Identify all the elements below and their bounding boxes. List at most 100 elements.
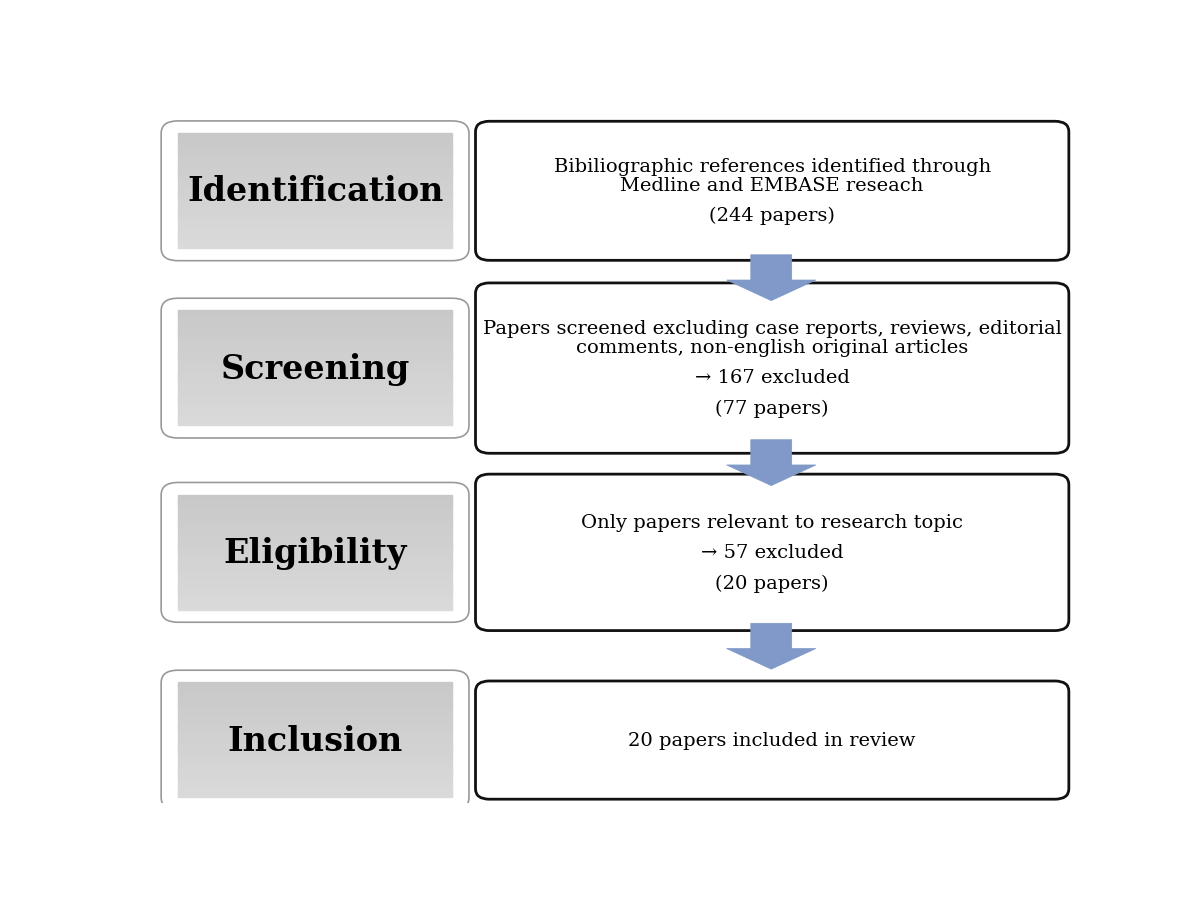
Bar (178, 584, 452, 587)
Bar (178, 374, 452, 376)
Bar (178, 550, 452, 553)
Bar (178, 531, 452, 534)
Bar (178, 524, 452, 526)
Bar (178, 537, 452, 539)
Bar (178, 222, 452, 224)
Bar (178, 509, 452, 511)
Bar (178, 198, 452, 201)
Text: Bibiliographic references identified through: Bibiliographic references identified thr… (553, 158, 991, 176)
Bar (178, 138, 452, 140)
Text: Medline and EMBASE reseach: Medline and EMBASE reseach (620, 177, 924, 194)
Bar (178, 767, 452, 769)
Bar (178, 237, 452, 239)
Bar (178, 514, 452, 517)
Bar (178, 507, 452, 509)
Bar (178, 231, 452, 234)
Bar (178, 522, 452, 524)
Bar (178, 529, 452, 532)
Text: → 57 excluded: → 57 excluded (701, 544, 844, 562)
Bar (178, 152, 452, 153)
Polygon shape (727, 623, 816, 669)
Bar (178, 373, 452, 374)
Bar (178, 748, 452, 750)
Bar (178, 412, 452, 415)
Bar (178, 558, 452, 560)
Bar (178, 382, 452, 384)
Bar (178, 694, 452, 696)
Bar (178, 560, 452, 562)
Bar (178, 410, 452, 412)
Bar (178, 787, 452, 790)
Bar (178, 349, 452, 352)
Bar (178, 539, 452, 541)
Bar (178, 528, 452, 529)
Bar (178, 712, 452, 713)
Bar (178, 399, 452, 401)
Bar (178, 244, 452, 247)
Bar (178, 501, 452, 503)
Bar (178, 162, 452, 165)
Bar (178, 405, 452, 407)
Text: 20 papers included in review: 20 papers included in review (629, 732, 916, 750)
Bar (178, 557, 452, 558)
Bar (178, 602, 452, 604)
Bar (178, 340, 452, 342)
Bar (178, 761, 452, 763)
Polygon shape (727, 255, 816, 301)
Bar (178, 320, 452, 323)
Bar (178, 751, 452, 754)
Bar (178, 193, 452, 196)
Bar (178, 746, 452, 748)
Bar (178, 717, 452, 719)
Bar (178, 690, 452, 693)
Bar (178, 583, 452, 585)
Bar (178, 704, 452, 706)
Bar (178, 562, 452, 565)
Bar (178, 186, 452, 188)
Bar (178, 323, 452, 325)
Bar (178, 157, 452, 159)
Bar (178, 195, 452, 198)
Bar (178, 197, 452, 199)
Bar (178, 744, 452, 746)
Bar (178, 344, 452, 345)
Bar (178, 777, 452, 778)
Bar (178, 227, 452, 230)
Bar (178, 511, 452, 512)
Bar (178, 378, 452, 380)
Bar (178, 218, 452, 220)
Bar (178, 391, 452, 393)
Bar (178, 700, 452, 702)
Bar (178, 685, 452, 686)
Text: Papers screened excluding case reports, reviews, editorial: Papers screened excluding case reports, … (482, 320, 1062, 338)
Bar (178, 587, 452, 589)
Bar (178, 723, 452, 725)
Bar (178, 166, 452, 169)
Bar (178, 499, 452, 502)
Bar (178, 318, 452, 321)
Bar (178, 327, 452, 328)
Bar (178, 208, 452, 211)
Bar (178, 683, 452, 685)
Bar (178, 317, 452, 319)
Text: Screening: Screening (221, 352, 409, 385)
Bar (178, 786, 452, 788)
Bar (178, 726, 452, 729)
Text: (77 papers): (77 papers) (715, 400, 829, 418)
Bar (178, 736, 452, 739)
Bar (178, 740, 452, 742)
Bar (178, 772, 452, 775)
Bar (178, 142, 452, 143)
Bar (178, 388, 452, 390)
Bar (178, 750, 452, 751)
Bar (178, 778, 452, 780)
Bar (178, 234, 452, 235)
Bar (178, 169, 452, 170)
Bar (178, 516, 452, 519)
Bar (178, 518, 452, 520)
Bar (178, 564, 452, 566)
Bar (178, 400, 452, 403)
Bar (178, 203, 452, 205)
Bar (178, 313, 452, 315)
Bar (178, 342, 452, 344)
